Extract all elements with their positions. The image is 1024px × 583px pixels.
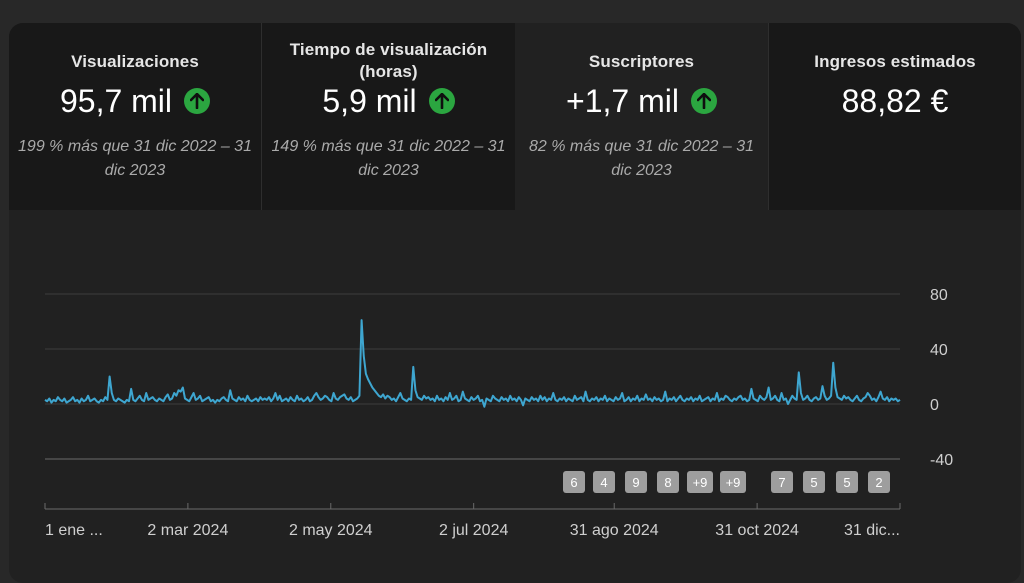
x-tick-label: 31 ago 2024 <box>570 522 659 539</box>
badge-box <box>836 471 858 493</box>
badge-box <box>593 471 615 493</box>
video-publish-badge[interactable]: +9 <box>720 471 746 493</box>
badge-box <box>868 471 890 493</box>
badge-label: +9 <box>726 475 741 490</box>
badge-label: 9 <box>632 475 639 490</box>
metric-title: Tiempo de visualización (horas) <box>289 40 488 81</box>
arrow-up-circle-icon <box>184 88 211 114</box>
badge-label: 8 <box>664 475 671 490</box>
badge-box <box>625 471 647 493</box>
video-publish-badge[interactable]: +9 <box>687 471 713 493</box>
x-tick-label: 2 mar 2024 <box>147 522 228 539</box>
x-tick-label: 31 oct 2024 <box>715 522 799 539</box>
y-tick-label: 0 <box>930 397 939 414</box>
badge-label: 2 <box>875 475 882 490</box>
metric-value-row: 95,7 mil <box>9 81 261 121</box>
badge-box <box>771 471 793 493</box>
metric-value-row: 5,9 mil <box>262 81 515 121</box>
arrow-up-circle-icon <box>690 88 717 114</box>
arrow-up-circle-icon <box>428 88 455 114</box>
views-line-chart[interactable]: 80 40 0 -40 1 ene ... 2 mar 2024 2 may 2024 2 j… <box>0 0 1024 571</box>
metric-value: +1,7 mil <box>566 83 679 119</box>
video-publish-badge[interactable]: 9 <box>625 471 647 493</box>
metric-value: 88,82 € <box>841 83 949 119</box>
x-tick-label: 31 dic... <box>844 522 900 539</box>
badge-label: 6 <box>570 475 577 490</box>
badge-box <box>803 471 825 493</box>
video-publish-badge[interactable]: 6 <box>563 471 585 493</box>
y-tick-label: 80 <box>930 287 948 304</box>
badge-box <box>563 471 585 493</box>
metric-card-watch-time[interactable]: Tiempo de visualización (horas) 5,9 mil … <box>261 23 515 210</box>
metric-card-subscribers[interactable]: Suscriptores +1,7 mil 82 % más que 31 di… <box>515 23 768 210</box>
metric-card-revenue[interactable]: Ingresos estimados 88,82 € <box>768 23 1021 210</box>
metric-cards: Visualizaciones 95,7 mil 199 % más que 3… <box>9 23 1021 210</box>
x-tick-label: 2 jul 2024 <box>439 522 508 539</box>
y-tick-label: -40 <box>930 452 953 469</box>
badge-box <box>657 471 679 493</box>
metric-compare: 149 % más que 31 dic 2022 – 31 dic 2023 <box>271 138 506 179</box>
metric-value: 95,7 mil <box>59 83 173 119</box>
metric-card-views[interactable]: Visualizaciones 95,7 mil 199 % más que 3… <box>9 23 261 210</box>
metric-compare: 82 % más que 31 dic 2022 – 31 dic 2023 <box>528 138 755 179</box>
x-tick-label: 1 ene ... <box>45 522 103 539</box>
video-publish-badge[interactable]: 4 <box>593 471 615 493</box>
series-line <box>44 319 901 408</box>
video-publish-badge[interactable]: 5 <box>836 471 858 493</box>
video-publish-badge[interactable]: 8 <box>657 471 679 493</box>
badge-label: 4 <box>600 475 607 490</box>
y-tick-label: 40 <box>930 342 948 359</box>
video-publish-badge[interactable]: 2 <box>868 471 890 493</box>
badge-box <box>720 471 746 493</box>
badge-label: 7 <box>778 475 785 490</box>
metric-title: Suscriptores <box>588 52 695 71</box>
analytics-panel: Visualizaciones 95,7 mil 199 % más que 3… <box>9 23 1021 583</box>
badge-label: +9 <box>693 475 708 490</box>
video-publish-badge[interactable]: 7 <box>771 471 793 493</box>
x-tick-label: 2 may 2024 <box>289 522 373 539</box>
badge-box <box>687 471 713 493</box>
metric-compare: 199 % más que 31 dic 2022 – 31 dic 2023 <box>18 138 252 179</box>
metric-value-row: +1,7 mil <box>515 81 768 121</box>
badge-label: 5 <box>843 475 850 490</box>
video-publish-badge[interactable]: 5 <box>803 471 825 493</box>
metric-value: 5,9 mil <box>322 83 417 119</box>
metric-title: Ingresos estimados <box>814 52 976 71</box>
badge-label: 5 <box>810 475 817 490</box>
metric-title: Visualizaciones <box>71 52 199 71</box>
metric-value-row: 88,82 € <box>769 81 1021 121</box>
